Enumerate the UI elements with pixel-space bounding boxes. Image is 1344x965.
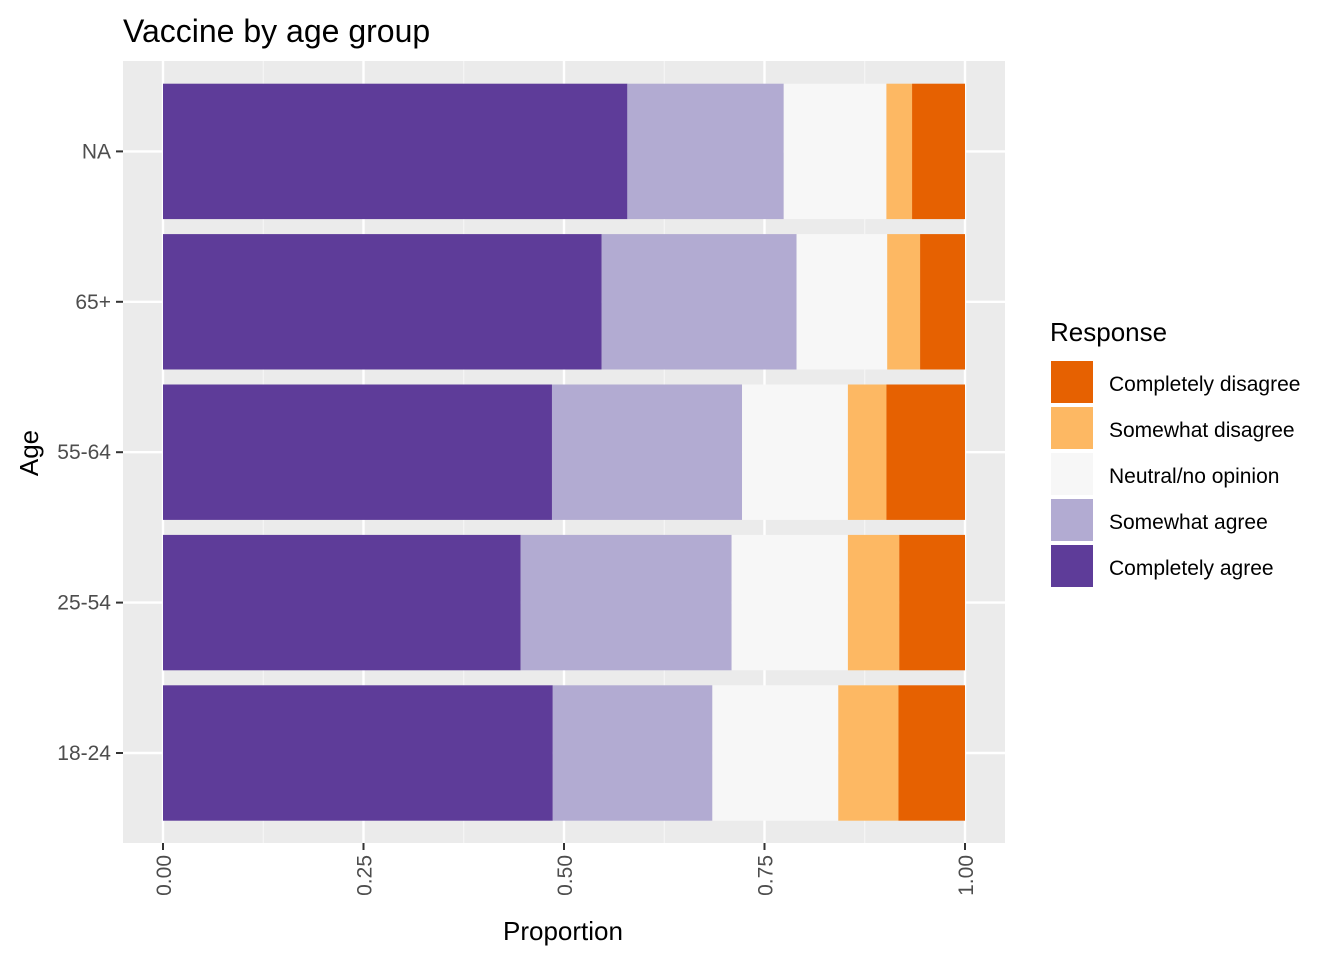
legend-item-label: Somewhat disagree xyxy=(1109,419,1295,442)
bar-completely-agree-65- xyxy=(163,234,602,370)
legend: Response Completely disagree Somewhat dis… xyxy=(1049,317,1300,589)
bar-somewhat-agree-55-64 xyxy=(551,384,743,520)
legend-title: Response xyxy=(1050,317,1167,347)
x-tick-label: 0.00 xyxy=(153,855,176,896)
bar-completely-agree-55-64 xyxy=(163,384,552,520)
bar-completely-agree-18-24 xyxy=(163,685,553,821)
bar-somewhat-agree-25-54 xyxy=(520,534,732,671)
x-axis-label: Proportion xyxy=(503,916,623,946)
bar-completely-disagree-na xyxy=(912,83,965,220)
legend-key xyxy=(1049,405,1095,451)
chart-title: Vaccine by age group xyxy=(123,13,430,49)
x-tick-label: 0.50 xyxy=(554,855,577,896)
bars xyxy=(163,83,965,821)
legend-item-label: Somewhat agree xyxy=(1109,511,1268,534)
bar-somewhat-disagree-na xyxy=(886,83,913,220)
bar-somewhat-disagree-25-54 xyxy=(847,534,900,671)
bar-neutral-no-opinion-na xyxy=(783,83,887,220)
legend-item-label: Neutral/no opinion xyxy=(1109,465,1279,488)
y-tick-label: 25-54 xyxy=(57,592,111,615)
bar-somewhat-agree-18-24 xyxy=(552,685,713,821)
legend-key xyxy=(1049,359,1095,405)
axes: 18-24 25-54 55-64 65+ NA 0.00 0.25 0.50 0.75 1.00 xyxy=(57,140,978,895)
bar-somewhat-agree-65- xyxy=(601,234,797,370)
legend-key xyxy=(1049,451,1095,497)
bar-somewhat-disagree-65- xyxy=(887,234,921,370)
legend-key xyxy=(1049,543,1095,589)
bar-completely-disagree-65- xyxy=(920,234,965,370)
bar-neutral-no-opinion-55-64 xyxy=(742,384,848,520)
bar-completely-agree-na xyxy=(163,83,628,220)
y-axis-label: Age xyxy=(14,430,44,476)
bar-somewhat-agree-na xyxy=(627,83,784,220)
x-tick-label: 0.25 xyxy=(354,855,377,896)
bar-neutral-no-opinion-65- xyxy=(796,234,888,370)
x-tick-label: 1.00 xyxy=(955,855,978,896)
bar-neutral-no-opinion-25-54 xyxy=(731,534,848,671)
bar-completely-agree-25-54 xyxy=(163,534,521,671)
bar-completely-disagree-55-64 xyxy=(886,384,965,520)
y-tick-label: 55-64 xyxy=(57,441,111,464)
legend-item-label: Completely disagree xyxy=(1109,373,1300,396)
y-tick-label: NA xyxy=(82,140,111,163)
bar-completely-disagree-25-54 xyxy=(899,534,965,671)
bar-neutral-no-opinion-18-24 xyxy=(712,685,839,821)
x-tick-label: 0.75 xyxy=(755,855,778,896)
legend-key xyxy=(1049,497,1095,543)
legend-item-label: Completely agree xyxy=(1109,557,1274,580)
y-tick-label: 18-24 xyxy=(57,742,111,765)
bar-somewhat-disagree-18-24 xyxy=(838,685,899,821)
bar-somewhat-disagree-55-64 xyxy=(847,384,887,520)
y-tick-label: 65+ xyxy=(75,291,111,314)
bar-completely-disagree-18-24 xyxy=(898,685,965,821)
